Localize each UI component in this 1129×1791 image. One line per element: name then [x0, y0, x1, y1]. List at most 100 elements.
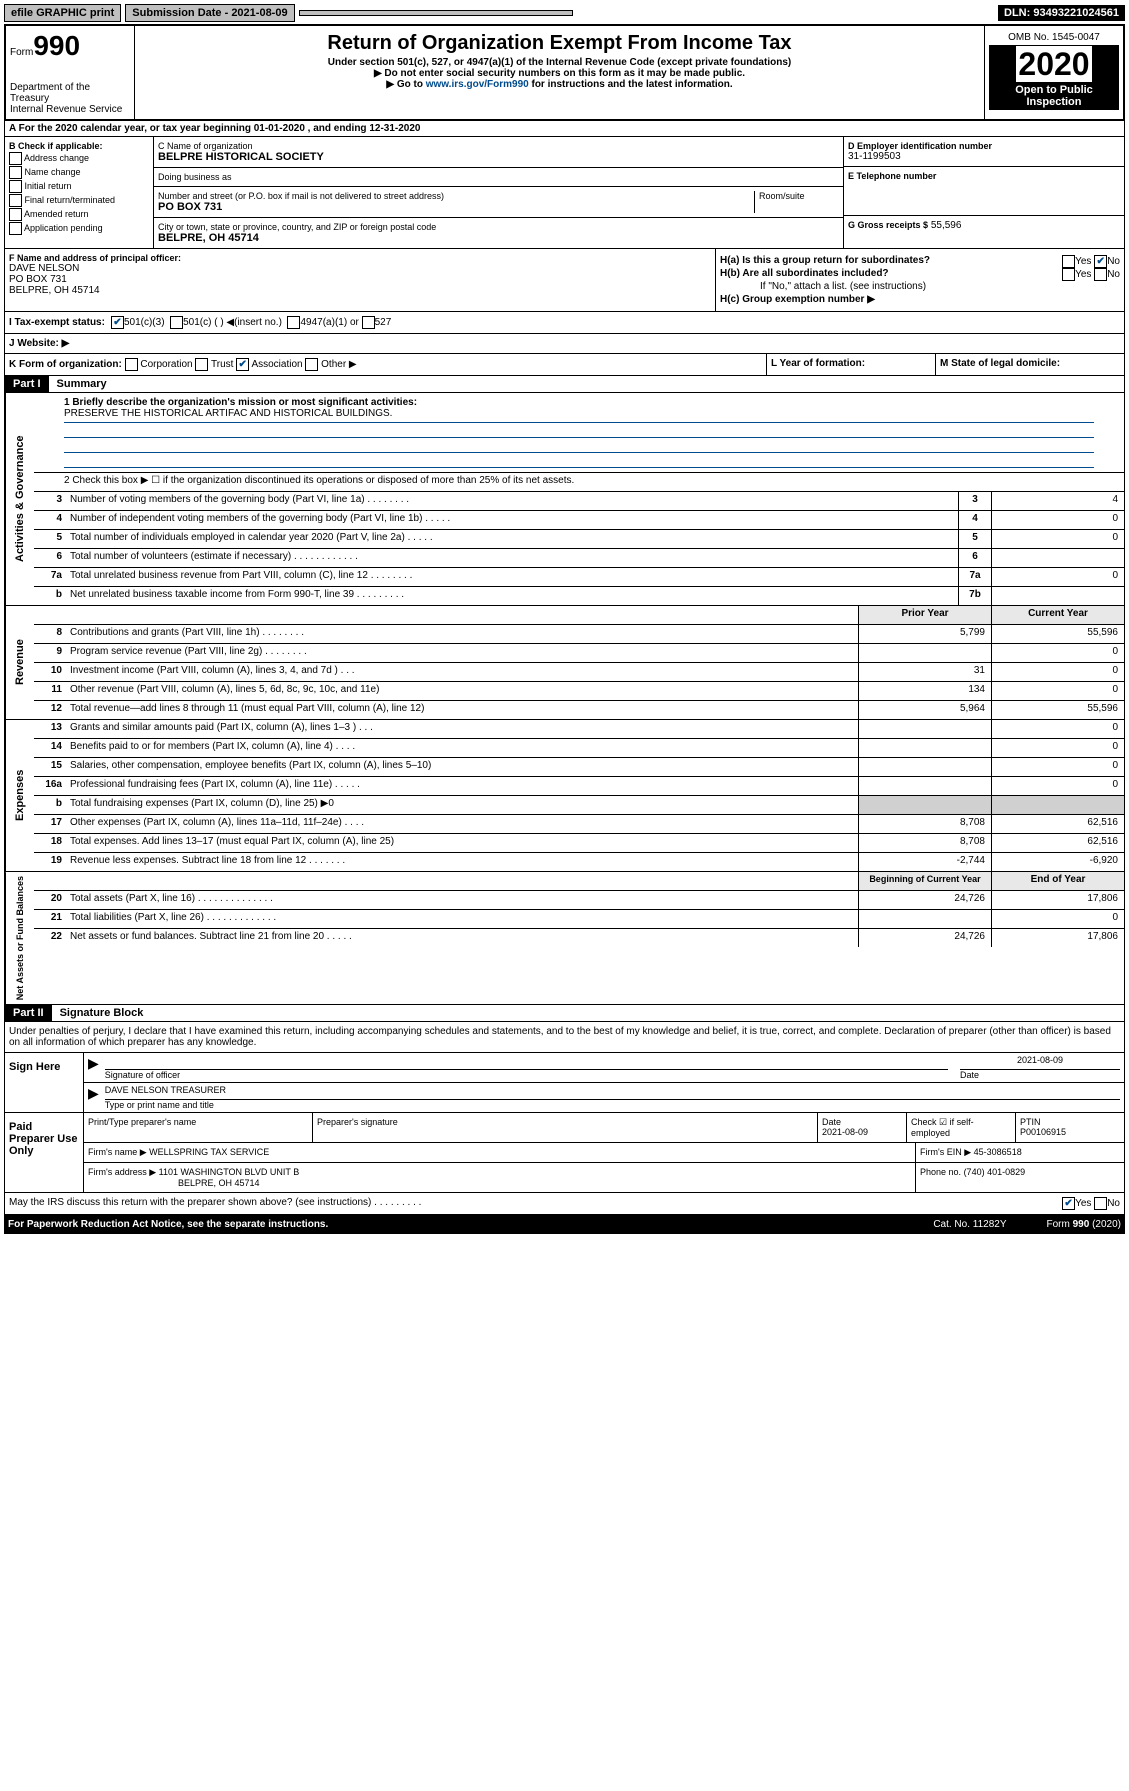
block-c: C Name of organization BELPRE HISTORICAL…: [154, 137, 843, 248]
block-f: F Name and address of principal officer:…: [5, 249, 716, 311]
sum-line: 21Total liabilities (Part X, line 26) . …: [34, 910, 1124, 929]
officer-name: DAVE NELSON: [9, 263, 711, 274]
chk-initial[interactable]: Initial return: [9, 180, 149, 193]
dba-lbl: Doing business as: [158, 172, 839, 182]
line-a: A For the 2020 calendar year, or tax yea…: [4, 121, 1125, 137]
website-lbl: J Website: ▶: [9, 338, 69, 349]
line2: 2 Check this box ▶ ☐ if the organization…: [34, 472, 1124, 492]
sum-line: 15Salaries, other compensation, employee…: [34, 758, 1124, 777]
exp-label: Expenses: [5, 720, 34, 871]
block-e: E Telephone number: [844, 167, 1124, 216]
omb-number: OMB No. 1545-0047: [989, 30, 1119, 46]
sum-line: 3Number of voting members of the governi…: [34, 492, 1124, 511]
blocks-bcde: B Check if applicable: Address change Na…: [4, 137, 1125, 249]
addr-lbl: Number and street (or P.O. box if mail i…: [158, 191, 754, 201]
gov-label: Activities & Governance: [5, 393, 34, 605]
expenses-section: Expenses 13Grants and similar amounts pa…: [4, 720, 1125, 872]
submission-btn[interactable]: Submission Date - 2021-08-09: [125, 4, 294, 22]
phone-lbl: E Telephone number: [848, 171, 1120, 181]
form-ref: Form 990 (2020): [1047, 1219, 1121, 1230]
chk-pending[interactable]: Application pending: [9, 222, 149, 235]
firm-addr1: 1101 WASHINGTON BLVD UNIT B: [159, 1167, 300, 1177]
room-lbl: Room/suite: [759, 191, 839, 201]
block-d: D Employer identification number 31-1199…: [844, 137, 1124, 167]
sum-line: bTotal fundraising expenses (Part IX, co…: [34, 796, 1124, 815]
org-name: BELPRE HISTORICAL SOCIETY: [158, 151, 839, 163]
part2-title: Signature Block: [52, 1005, 152, 1021]
chk-501c[interactable]: [170, 316, 183, 329]
irs-link[interactable]: www.irs.gov/Form990: [426, 79, 529, 90]
col-prior: Prior Year: [858, 606, 991, 624]
sum-line: 7aTotal unrelated business revenue from …: [34, 568, 1124, 587]
sig-officer-lbl: Signature of officer: [105, 1070, 948, 1080]
discuss-no-chk[interactable]: [1094, 1197, 1107, 1210]
efile-btn[interactable]: efile GRAPHIC print: [4, 4, 121, 22]
form-label: Form: [10, 47, 33, 58]
pt-date: 2021-08-09: [822, 1127, 902, 1137]
chk-501c3[interactable]: [111, 316, 124, 329]
sum-line: 22Net assets or fund balances. Subtract …: [34, 929, 1124, 947]
chk-amended[interactable]: Amended return: [9, 208, 149, 221]
net-label: Net Assets or Fund Balances: [5, 872, 34, 1004]
form-id-col: Form990 Department of the Treasury Inter…: [6, 26, 135, 119]
chk-4947[interactable]: [287, 316, 300, 329]
tax-status-lbl: I Tax-exempt status:: [9, 317, 105, 328]
pt-check-lbl: Check ☑ if self-employed: [911, 1117, 974, 1138]
subtitle-3: ▶ Go to www.irs.gov/Form990 for instruct…: [139, 79, 980, 90]
sig-intro: Under penalties of perjury, I declare th…: [5, 1022, 1124, 1052]
gross-val: 55,596: [931, 220, 962, 231]
blank-btn: [299, 10, 573, 16]
row-klm: K Form of organization: Corporation Trus…: [4, 354, 1125, 376]
sum-line: 19Revenue less expenses. Subtract line 1…: [34, 853, 1124, 871]
pt-date-lbl: Date: [822, 1117, 902, 1127]
ein-lbl: D Employer identification number: [848, 141, 1120, 151]
prep-phone-lbl: Phone no.: [920, 1167, 961, 1177]
block-h: H(a) Is this a group return for subordin…: [716, 249, 1124, 311]
hb-note: If "No," attach a list. (see instruction…: [720, 281, 1120, 292]
ptin-lbl: PTIN: [1020, 1117, 1120, 1127]
sign-here-lbl: Sign Here: [5, 1053, 84, 1112]
discuss-yes-chk[interactable]: [1062, 1197, 1075, 1210]
part2-tag: Part II: [5, 1005, 52, 1021]
governance-section: Activities & Governance 1 Briefly descri…: [4, 393, 1125, 606]
chk-name[interactable]: Name change: [9, 166, 149, 179]
paid-row-2: Firm's name ▶ WELLSPRING TAX SERVICE Fir…: [84, 1143, 1124, 1163]
sig-date-lbl: Date: [960, 1070, 1120, 1080]
firm-ein: 45-3086518: [974, 1147, 1022, 1157]
paid-lbl: Paid Preparer Use Only: [5, 1113, 84, 1192]
block-b-title: B Check if applicable:: [9, 141, 149, 151]
sum-line: 17Other expenses (Part IX, column (A), l…: [34, 815, 1124, 834]
blocks-fh: F Name and address of principal officer:…: [4, 249, 1125, 312]
sum-line: 13Grants and similar amounts paid (Part …: [34, 720, 1124, 739]
sig-name: DAVE NELSON TREASURER: [105, 1085, 1120, 1100]
cat-no: Cat. No. 11282Y: [933, 1219, 1006, 1230]
sub3-pre: ▶ Go to: [386, 79, 425, 90]
row-j: J Website: ▶: [4, 334, 1125, 354]
paid-row-1: Print/Type preparer's name Preparer's si…: [84, 1113, 1124, 1143]
chk-527[interactable]: [362, 316, 375, 329]
hb: H(b) Are all subordinates included? Yes …: [720, 268, 1120, 279]
block-b: B Check if applicable: Address change Na…: [5, 137, 154, 248]
sign-here-row: Sign Here ▶ Signature of officer 2021-08…: [5, 1052, 1124, 1112]
officer-addr2: BELPRE, OH 45714: [9, 285, 711, 296]
chk-addr[interactable]: Address change: [9, 152, 149, 165]
sum-line: 8Contributions and grants (Part VIII, li…: [34, 625, 1124, 644]
arrow-icon: ▶: [88, 1055, 99, 1080]
mission-area: 1 Briefly describe the organization's mi…: [34, 393, 1124, 472]
chk-final[interactable]: Final return/terminated: [9, 194, 149, 207]
prep-phone: (740) 401-0829: [964, 1167, 1026, 1177]
sum-line: 16aProfessional fundraising fees (Part I…: [34, 777, 1124, 796]
open-public: Open to PublicInspection: [989, 82, 1119, 110]
sig-date: 2021-08-09: [960, 1055, 1120, 1070]
gross-lbl: G Gross receipts $: [848, 220, 928, 230]
sum-line: 14Benefits paid to or for members (Part …: [34, 739, 1124, 758]
sum-line: 11Other revenue (Part VIII, column (A), …: [34, 682, 1124, 701]
sum-line: 5Total number of individuals employed in…: [34, 530, 1124, 549]
paid-row-3: Firm's address ▶ 1101 WASHINGTON BLVD UN…: [84, 1163, 1124, 1192]
subtitle-2: ▶ Do not enter social security numbers o…: [139, 68, 980, 79]
firm-ein-lbl: Firm's EIN ▶: [920, 1147, 971, 1157]
pt-sig-lbl: Preparer's signature: [317, 1117, 813, 1127]
sum-line: 6Total number of volunteers (estimate if…: [34, 549, 1124, 568]
officer-lbl: F Name and address of principal officer:: [9, 253, 711, 263]
row-i: I Tax-exempt status: 501(c)(3) 501(c) ( …: [4, 312, 1125, 334]
